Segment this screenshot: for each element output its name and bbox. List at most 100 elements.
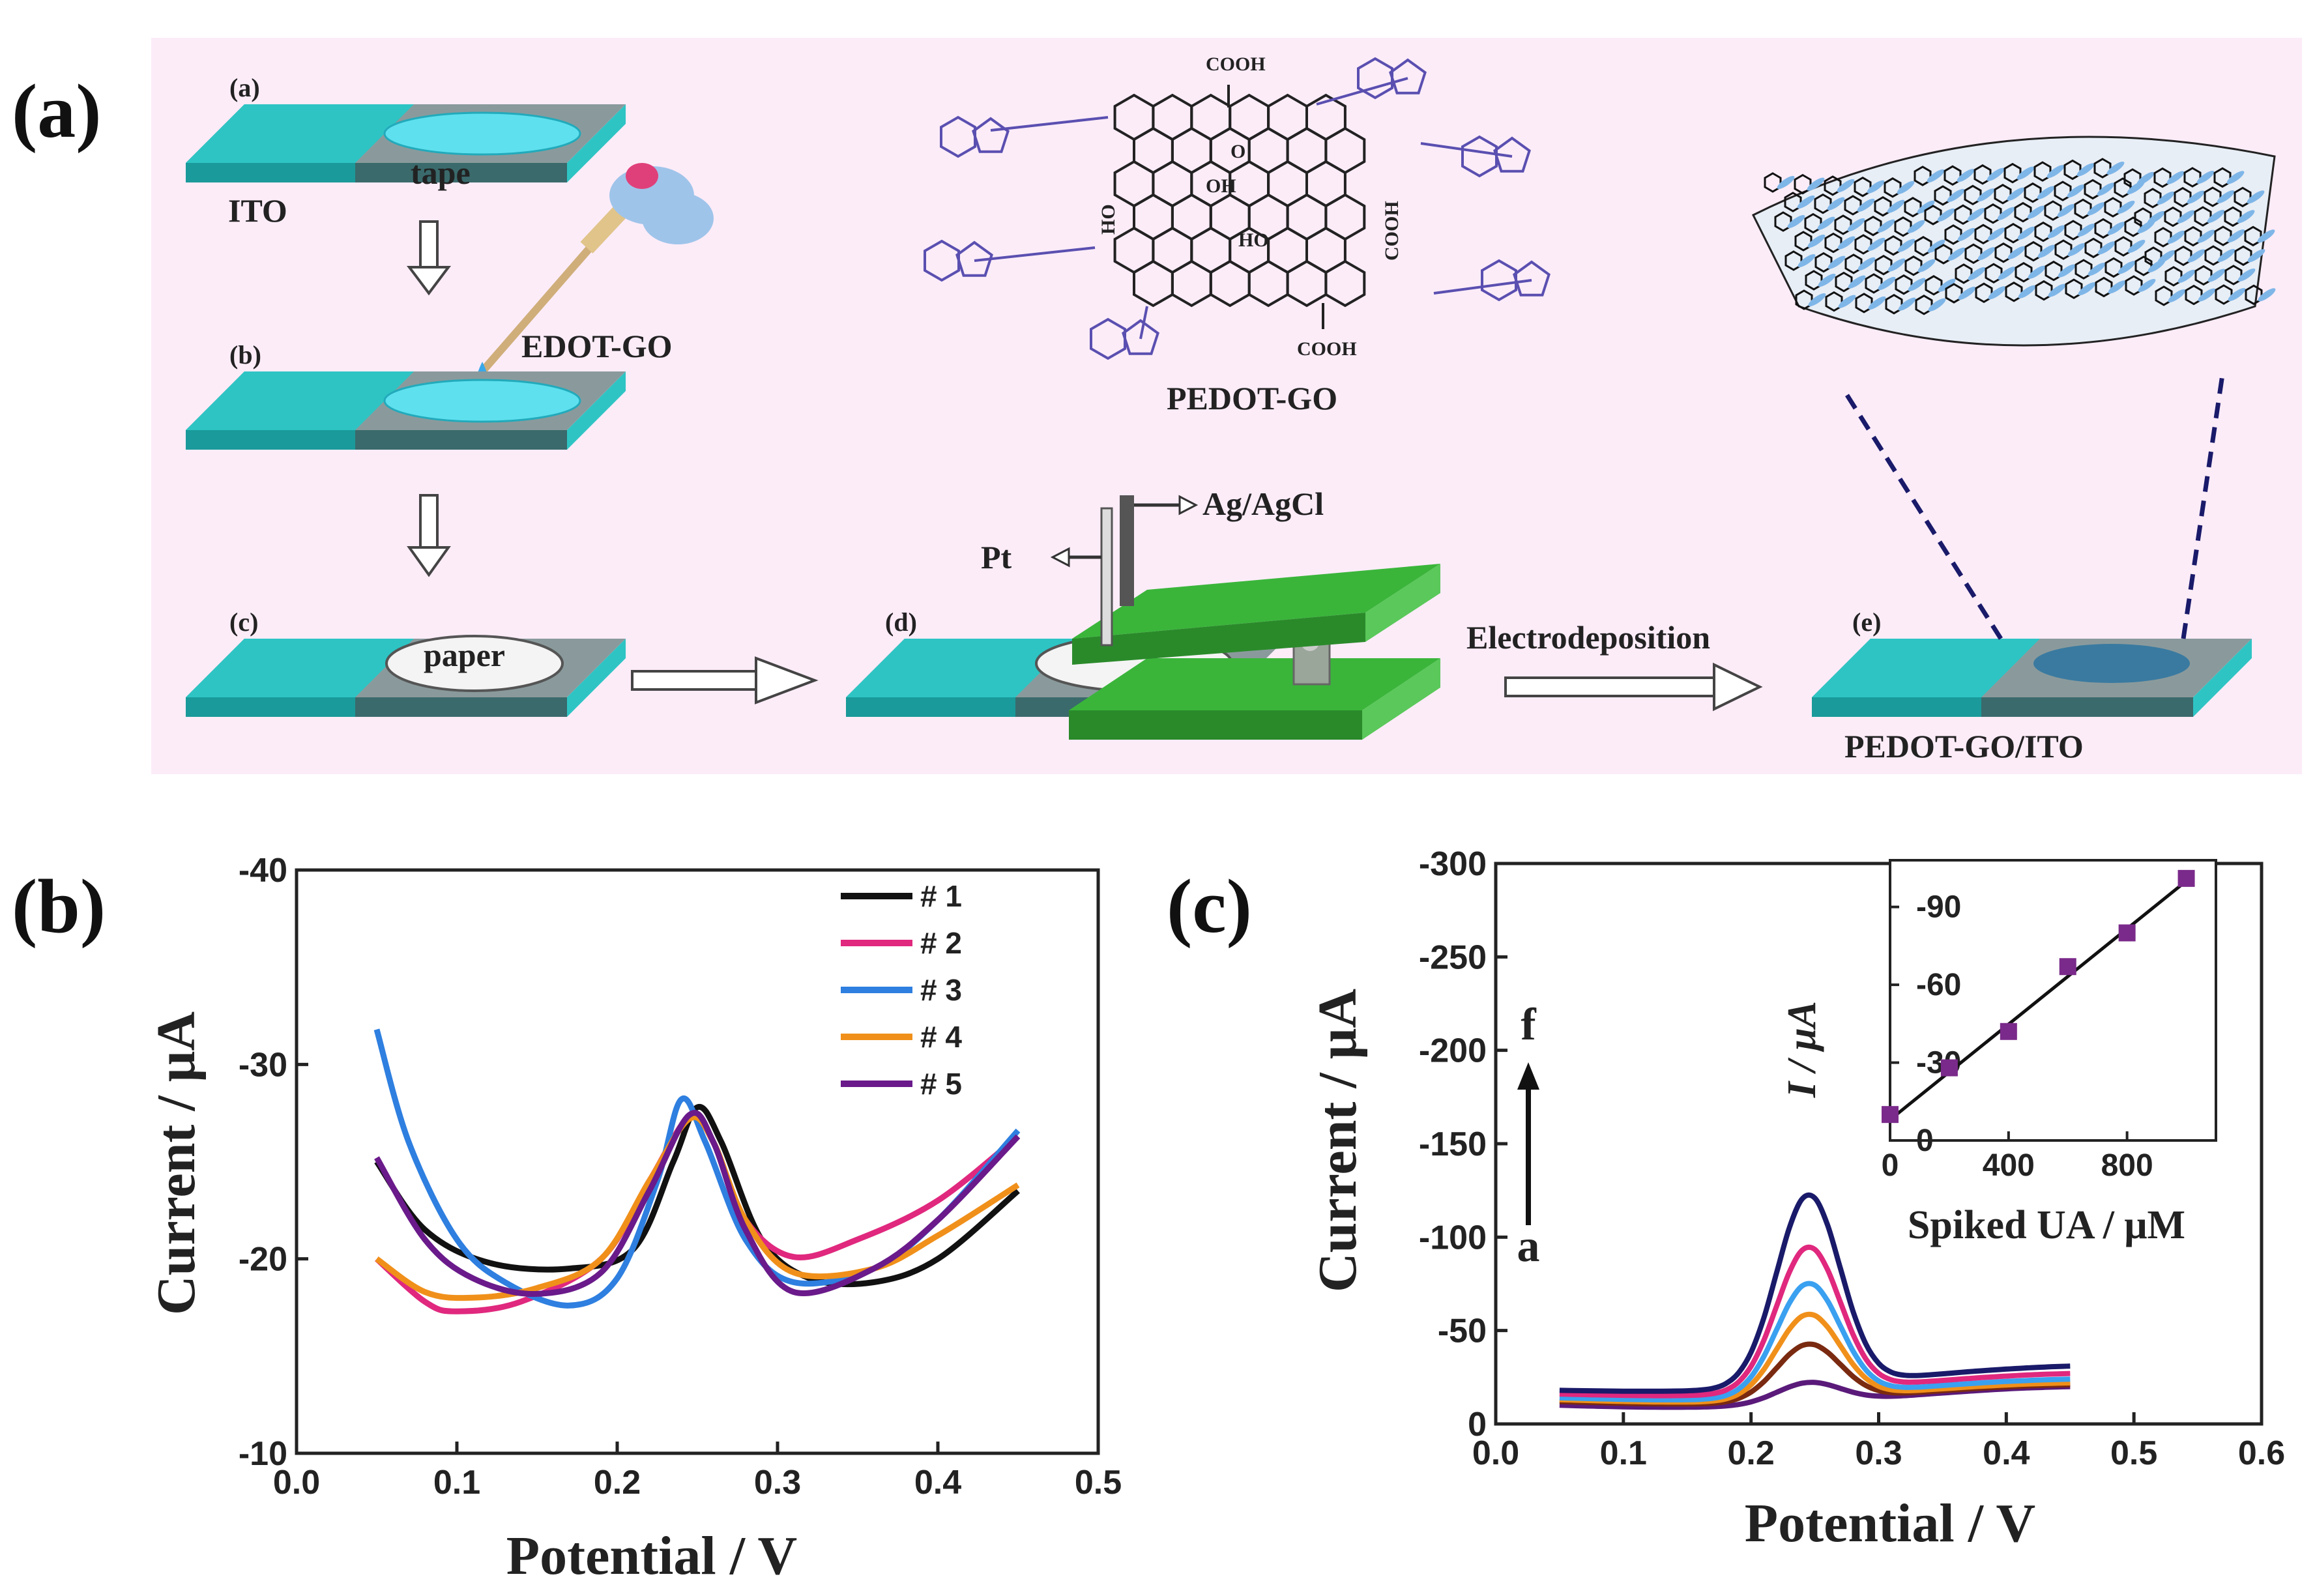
graphene-lobe xyxy=(2168,289,2186,302)
graphene-hexagon xyxy=(1814,252,1833,273)
graphene-lobe xyxy=(1777,175,1795,190)
graphene-lobe xyxy=(2037,186,2055,199)
graphene-hexagon xyxy=(2164,266,2183,287)
graphene-hexagon xyxy=(1764,172,1782,193)
graphene-hexagon xyxy=(1934,244,1953,265)
graphene-lobe xyxy=(1998,267,2016,280)
panel-label-c: (c) xyxy=(1167,863,1252,949)
graphene-lobe xyxy=(2177,210,2195,224)
graphene-lobe xyxy=(1898,297,1916,311)
graphene-lobe xyxy=(1867,180,1885,194)
chart-c-series-line xyxy=(1559,1244,2071,1399)
graphene-hexagon xyxy=(2004,223,2022,244)
inset-xtick-label: 0 xyxy=(1882,1148,1899,1183)
chart-c-xlabel: Potential / V xyxy=(1745,1493,2035,1554)
pedot-go-ito-label: PEDOT-GO/ITO xyxy=(1844,728,2084,764)
graphene-lobe xyxy=(1988,286,2006,300)
graphene-ring xyxy=(1324,259,1366,308)
dioxane-ring xyxy=(924,239,960,282)
pedot-go-label: PEDOT-GO xyxy=(1167,380,1337,416)
graphene-hexagon xyxy=(2065,278,2083,299)
graphene-lobe xyxy=(2258,288,2276,302)
graphene-hexagon xyxy=(2054,181,2072,201)
graphene-hexagon xyxy=(2244,225,2262,247)
graphene-lobe xyxy=(1878,276,1896,290)
graphene-lobe xyxy=(2028,265,2046,279)
graphene-lobe xyxy=(2138,278,2156,293)
graphene-hexagon xyxy=(1835,271,1853,293)
graphene-lobe xyxy=(2017,166,2035,180)
graphene-lobe xyxy=(2227,229,2245,243)
graphene-lobe xyxy=(2106,161,2125,175)
graphene-hexagon xyxy=(1884,235,1902,256)
graphene-lobe xyxy=(1867,237,1885,251)
graphene-lobe xyxy=(2077,224,2095,237)
graphene-lobe xyxy=(2088,263,2106,276)
chart-c-series-line xyxy=(1559,1192,2071,1394)
graphene-hexagon xyxy=(1795,289,1813,310)
graphene-lobe xyxy=(2117,200,2135,214)
inset-xtick-label: 800 xyxy=(2101,1148,2153,1183)
edot-go-label: EDOT-GO xyxy=(521,328,673,364)
graphene-lobe xyxy=(2087,202,2105,216)
graphene-hexagon xyxy=(1904,197,1922,218)
arrow-down-1-icon xyxy=(407,220,451,296)
graphene-lobe xyxy=(1787,214,1805,229)
graphene-lobe xyxy=(1947,247,1966,261)
chart-b-series-line xyxy=(374,1103,1020,1288)
chart-b-ytick-label: -40 xyxy=(239,852,287,890)
graphene-hexagon xyxy=(2224,265,2243,285)
graphene-lobe xyxy=(1887,258,1906,272)
ito-label: ITO xyxy=(228,192,287,229)
graphene-lobe xyxy=(2046,165,2065,179)
inset-marker xyxy=(2118,924,2136,942)
graphene-lobe xyxy=(2067,243,2086,257)
panel-label-a: (a) xyxy=(12,68,102,154)
graphene-hexagon xyxy=(2075,259,2093,280)
arrow-right-1-icon xyxy=(631,656,819,704)
graphene-hexagon xyxy=(1805,270,1823,291)
graphene-hexagon xyxy=(2164,206,2182,227)
graphene-lobe xyxy=(1907,220,1925,233)
graphene-lobe xyxy=(1957,227,1975,242)
graphene-hexagon xyxy=(2045,260,2063,282)
graphene-hexagon xyxy=(2034,221,2052,242)
graphene-lobe xyxy=(2226,171,2245,184)
inset-marker xyxy=(2000,1023,2017,1040)
graphene-lobe xyxy=(1807,234,1826,248)
graphene-lobe xyxy=(1928,298,1946,312)
chart-c-ytick-label: -150 xyxy=(1419,1125,1487,1163)
chart-c-ytick-label: -50 xyxy=(1438,1313,1487,1350)
graphene-lobe xyxy=(2067,184,2085,198)
graphene-lobe xyxy=(1838,295,1856,308)
paper-label: paper xyxy=(424,637,505,673)
ag-agcl-label: Ag/AgCl xyxy=(1202,486,1324,522)
graphene-hexagon xyxy=(1824,175,1842,196)
graphene-lobe xyxy=(1908,278,1926,291)
graphene-hexagon xyxy=(1945,283,1963,304)
graphene-hexagon xyxy=(2183,167,2202,188)
graphene-lobe xyxy=(2107,222,2125,235)
graphene-hexagon xyxy=(1994,242,2013,263)
graphene-hexagon xyxy=(1865,273,1883,294)
graphene-lobe xyxy=(1987,167,2005,181)
inset-marker xyxy=(2177,869,2195,887)
graphene-hexagon xyxy=(1825,291,1843,312)
chart-b-ylabel: Current / μA xyxy=(146,1011,207,1315)
graphene-hexagon xyxy=(1844,195,1862,216)
graphene-hexagon xyxy=(1934,185,1952,206)
graphene-hexagon xyxy=(2154,227,2172,248)
chart-b-legend-label: # 2 xyxy=(920,926,962,960)
graphene-hexagon xyxy=(2064,220,2082,240)
graphene-hexagon xyxy=(1925,275,1943,296)
graphene-hexagon xyxy=(2024,182,2042,203)
graphene-lobe xyxy=(2118,261,2136,274)
graphene-hexagon xyxy=(1794,231,1813,252)
graphene-hexagon xyxy=(2014,201,2032,223)
graphene-hexagon xyxy=(1885,293,1903,315)
step-b-label: (b) xyxy=(229,340,261,370)
graphene-hexagon xyxy=(2044,200,2062,221)
graphene-hexagon xyxy=(2224,206,2242,227)
graphene-lobe xyxy=(2187,190,2205,204)
graphene-lobe xyxy=(2007,246,2026,259)
